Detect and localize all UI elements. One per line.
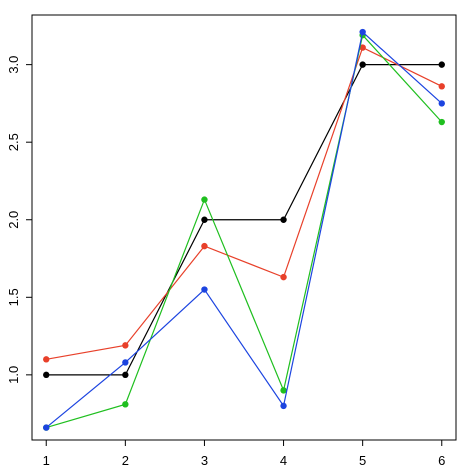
series-line (46, 64, 442, 376)
y-tick-label: 2.5 (6, 133, 21, 151)
data-point (280, 402, 287, 410)
y-tick-label: 3.0 (6, 56, 21, 74)
data-point (122, 342, 129, 349)
data-point (359, 61, 366, 68)
data-point (438, 83, 445, 90)
data-point (201, 216, 208, 223)
data-point (43, 371, 50, 379)
series-line (46, 46, 443, 360)
data-point (122, 359, 129, 366)
data-point (438, 61, 445, 68)
x-tick-label: 4 (280, 453, 287, 468)
x-tick-label: 3 (201, 453, 208, 468)
series-line (46, 33, 443, 429)
data-point (359, 44, 366, 51)
data-point (201, 286, 208, 293)
data-point (280, 216, 287, 223)
x-tick-label: 6 (438, 453, 445, 468)
data-point (122, 371, 129, 379)
y-tick-label: 2.0 (6, 211, 21, 229)
series-line (45, 30, 443, 429)
data-point (122, 401, 129, 408)
y-tick-label: 1.0 (6, 366, 21, 384)
x-tick-label: 2 (122, 453, 129, 468)
data-point (438, 100, 445, 107)
x-tick-label: 5 (359, 453, 366, 468)
data-point (280, 387, 287, 394)
data-point (201, 242, 208, 250)
x-tick-label: 1 (43, 453, 50, 468)
plot-frame (31, 14, 457, 441)
data-point (43, 424, 50, 431)
data-point (438, 118, 445, 126)
data-point (359, 28, 366, 36)
data-point (201, 196, 208, 203)
y-tick-label: 1.5 (6, 288, 21, 306)
data-point (280, 273, 287, 281)
data-point (43, 356, 50, 363)
